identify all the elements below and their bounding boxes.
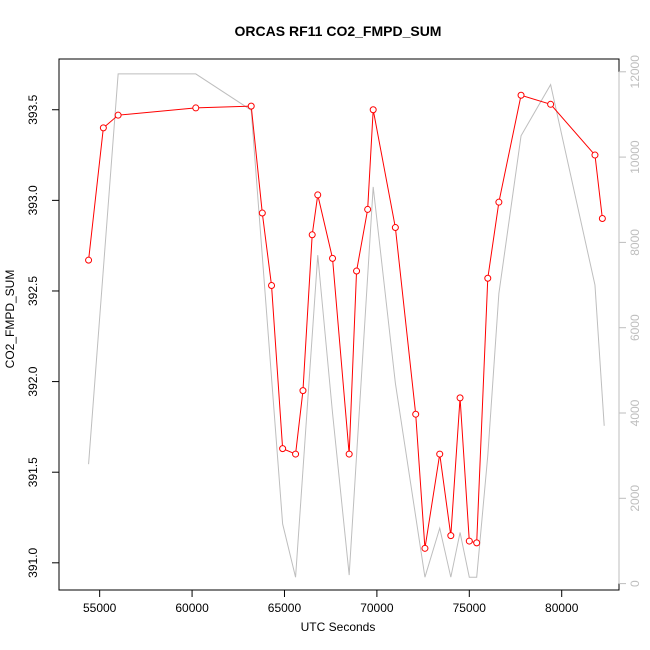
data-point: [292, 450, 300, 458]
x-tick-label: 55000: [83, 601, 117, 615]
y2-axis: 0 2000 4000 6000 8000 10000 12000: [618, 55, 642, 587]
x-tick-label: 60000: [175, 601, 209, 615]
y2-tick-label: 0: [628, 580, 642, 587]
y-tick-label: 393.5: [26, 94, 40, 124]
data-point: [391, 224, 399, 232]
data-point: [484, 274, 492, 282]
x-tick-label: 75000: [453, 601, 487, 615]
data-point: [345, 450, 353, 458]
data-point: [258, 209, 266, 217]
data-point: [436, 450, 444, 458]
data-point: [473, 539, 481, 547]
data-point: [308, 231, 316, 239]
data-point: [247, 102, 255, 110]
data-point: [547, 100, 555, 108]
y-axis: 391.0 391.5 392.0 392.5 393.0 393.5: [26, 94, 60, 578]
y-tick-label: 391.0: [26, 547, 40, 577]
data-point: [353, 267, 361, 275]
y-axis-label: CO2_FMPD_SUM: [3, 270, 17, 369]
data-point: [99, 124, 107, 132]
y-tick-label: 392.0: [26, 366, 40, 396]
y-tick-label: 393.0: [26, 185, 40, 215]
chart-title: ORCAS RF11 CO2_FMPD_SUM: [235, 23, 442, 39]
data-point: [421, 544, 429, 552]
primary-series-line: [88, 94, 603, 549]
data-point: [299, 387, 307, 395]
x-tick-label: 70000: [360, 601, 394, 615]
x-tick-label: 80000: [545, 601, 579, 615]
data-point: [364, 205, 372, 213]
y2-tick-label: 6000: [628, 314, 642, 341]
data-point: [591, 151, 599, 159]
data-point: [279, 445, 287, 453]
data-point: [329, 254, 337, 262]
plot-frame: [58, 58, 620, 591]
y-tick-label: 392.5: [26, 276, 40, 306]
x-axis: 55000 60000 65000 70000 75000 80000: [83, 589, 579, 615]
data-point: [114, 111, 122, 119]
y2-tick-label: 12000: [628, 55, 642, 89]
y2-tick-label: 10000: [628, 140, 642, 174]
data-point: [447, 532, 455, 540]
y2-tick-label: 2000: [628, 485, 642, 512]
data-point: [465, 537, 473, 545]
data-point: [598, 214, 606, 222]
data-point: [369, 106, 377, 114]
x-axis-label: UTC Seconds: [301, 620, 376, 634]
data-point: [495, 198, 503, 206]
data-point: [314, 191, 322, 199]
data-point: [192, 104, 200, 112]
data-point: [517, 91, 525, 99]
y2-tick-label: 4000: [628, 399, 642, 426]
primary-series-layer: [85, 91, 606, 552]
y2-tick-label: 8000: [628, 229, 642, 256]
secondary-series-line: [88, 73, 605, 578]
secondary-series-layer: [88, 73, 605, 578]
data-point: [268, 282, 276, 290]
y-tick-label: 391.5: [26, 457, 40, 487]
data-point: [85, 256, 93, 264]
data-point: [456, 394, 464, 402]
data-point: [412, 410, 420, 418]
x-tick-label: 65000: [268, 601, 302, 615]
